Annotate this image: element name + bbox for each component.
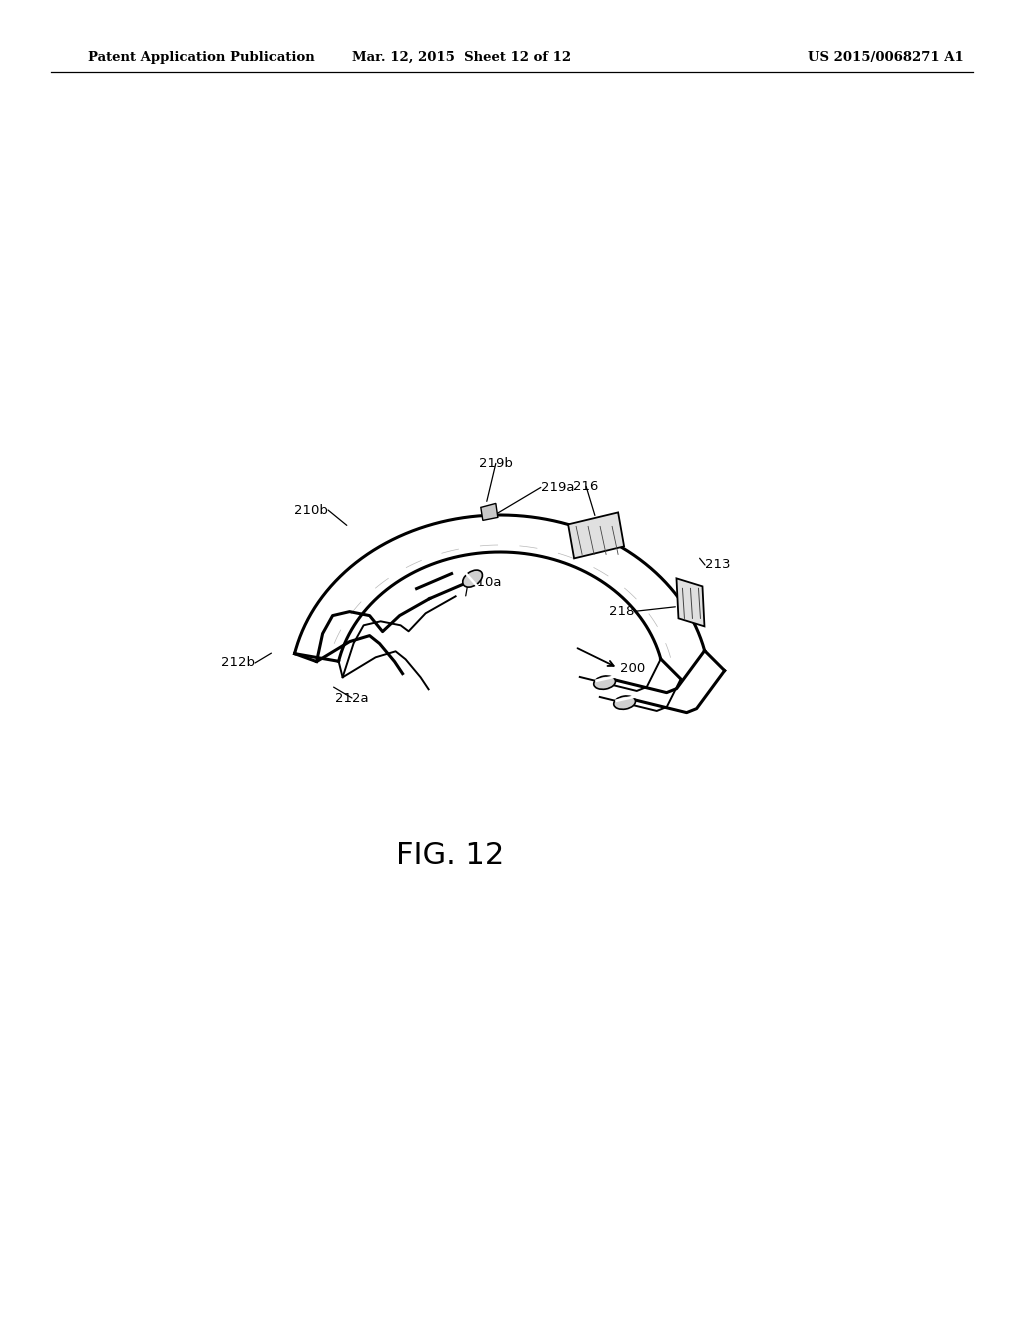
- Ellipse shape: [594, 676, 615, 689]
- Text: 200: 200: [620, 661, 645, 675]
- Ellipse shape: [463, 570, 482, 587]
- Polygon shape: [677, 578, 705, 627]
- Text: 219a: 219a: [541, 480, 574, 494]
- Text: Mar. 12, 2015  Sheet 12 of 12: Mar. 12, 2015 Sheet 12 of 12: [352, 50, 571, 63]
- Text: 210a: 210a: [468, 577, 502, 590]
- Polygon shape: [481, 503, 498, 520]
- Polygon shape: [568, 512, 624, 558]
- Text: US 2015/0068271 A1: US 2015/0068271 A1: [808, 50, 964, 63]
- Text: 210b: 210b: [294, 503, 328, 516]
- Text: 213: 213: [705, 558, 730, 572]
- Text: 216: 216: [573, 480, 599, 492]
- Text: 212b: 212b: [221, 656, 255, 669]
- Text: FIG. 12: FIG. 12: [396, 841, 504, 870]
- Ellipse shape: [613, 696, 636, 709]
- Text: Patent Application Publication: Patent Application Publication: [88, 50, 314, 63]
- Text: 219b: 219b: [479, 457, 513, 470]
- Text: 218: 218: [609, 605, 635, 618]
- Text: 212a: 212a: [335, 692, 369, 705]
